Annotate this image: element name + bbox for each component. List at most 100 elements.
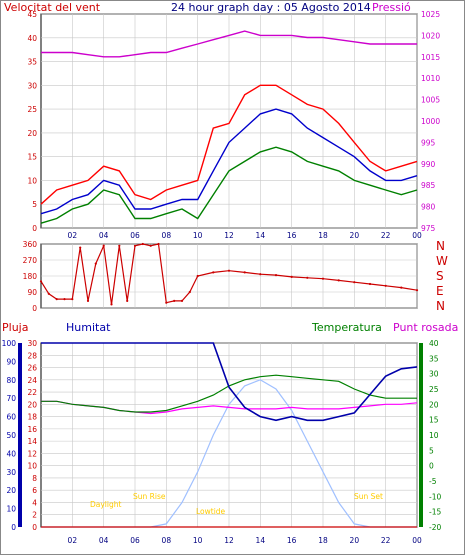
series-layer [39, 30, 419, 528]
sunrise-label: Sun Rise [133, 492, 166, 501]
direction-point [337, 279, 340, 282]
sunset-label: Sun Set [354, 492, 383, 501]
temp-ytick-label: 0 [429, 462, 434, 471]
humidity-ytick-label: 40 [6, 449, 16, 458]
dir-label-w: W [436, 254, 448, 268]
direction-point [180, 299, 184, 302]
temp-ytick-label: 25 [429, 385, 439, 394]
temp-ytick-label: 40 [429, 339, 439, 348]
direction-point [118, 244, 121, 247]
wind-xtick-label: 10 [193, 231, 203, 240]
dir-ytick-label: 360 [23, 240, 38, 249]
pressure-ytick-label: 1005 [421, 96, 440, 105]
rain-ytick-label: 22 [27, 388, 37, 397]
rain-ytick-label: 6 [32, 486, 37, 495]
legend-humidity: Humitat [66, 321, 111, 334]
dir-ytick-label: 270 [23, 256, 38, 265]
climate-xtick-label: 04 [99, 536, 109, 545]
temp-ytick-label: 30 [429, 370, 439, 379]
direction-point [188, 290, 191, 294]
direction-point [133, 244, 137, 247]
direction-point [290, 275, 293, 278]
temp-ytick-label: -5 [429, 477, 437, 486]
climate-xtick-label: 12 [224, 536, 234, 545]
direction-point [55, 298, 58, 301]
climate-xtick-label: 10 [193, 536, 203, 545]
climate-xtick-label: 06 [130, 536, 140, 545]
temp-axis-bar [419, 343, 423, 527]
rain-ytick-label: 18 [27, 413, 37, 422]
tick-labels: 0510152025303540459759809859909951000100… [2, 10, 442, 545]
direction-point [274, 274, 278, 277]
direction-point [173, 299, 176, 302]
pressure-ytick-label: 990 [421, 160, 436, 169]
pressure-ytick-label: 1025 [421, 10, 440, 19]
wind-xtick-label: 02 [68, 231, 78, 240]
pressure-ytick-label: 1015 [421, 53, 440, 62]
pressure-ytick-label: 1000 [421, 117, 440, 126]
daylight-label: Daylight [90, 500, 121, 509]
series-gust-line [40, 84, 418, 205]
dir-label-s: S [436, 269, 444, 283]
dir-ytick-label: 180 [23, 272, 38, 281]
wind-ytick-label: 0 [32, 224, 37, 233]
humidity-ytick-label: 90 [6, 357, 16, 366]
direction-point [71, 298, 74, 301]
rain-ytick-label: 28 [27, 351, 37, 360]
rain-ytick-label: 20 [27, 400, 37, 409]
humidity-axis-bar [18, 343, 22, 527]
rain-ytick-label: 30 [27, 339, 37, 348]
pressure-label: Pressió [372, 1, 411, 14]
series-avg-line [40, 108, 418, 215]
direction-point [63, 298, 66, 301]
wind-xtick-label: 16 [287, 231, 297, 240]
rain-ytick-label: 14 [27, 437, 37, 446]
humidity-ytick-label: 50 [6, 431, 16, 440]
pressure-ytick-label: 980 [421, 203, 436, 212]
wind-xtick-label: 22 [381, 231, 391, 240]
wind-ytick-label: 5 [32, 200, 37, 209]
humidity-ytick-label: 70 [6, 394, 16, 403]
direction-point [353, 281, 356, 284]
wind-xtick-label: 00 [412, 231, 422, 240]
rain-ytick-label: 0 [32, 523, 37, 532]
wind-ytick-label: 45 [27, 10, 37, 19]
climate-xtick-label: 02 [68, 536, 78, 545]
lowtide-label: Lowtide [196, 507, 226, 516]
climate-xtick-label: 22 [381, 536, 391, 545]
dir-label-n-top: N [436, 239, 445, 253]
direction-point [110, 303, 113, 306]
temp-ytick-label: 5 [429, 446, 434, 455]
direction-point [149, 244, 152, 247]
humidity-ytick-label: 10 [6, 505, 16, 514]
wind-xtick-label: 18 [318, 231, 328, 240]
rain-ytick-label: 8 [32, 474, 37, 483]
wind-ytick-label: 35 [27, 58, 37, 67]
pressure-ytick-label: 1010 [421, 74, 440, 83]
pressure-ytick-label: 985 [421, 181, 436, 190]
dir-ytick-label: 0 [32, 304, 37, 313]
temp-ytick-label: 20 [429, 400, 439, 409]
wind-ytick-label: 40 [27, 34, 37, 43]
direction-point [126, 299, 129, 302]
climate-xtick-label: 20 [350, 536, 360, 545]
direction-point [47, 292, 50, 295]
direction-point [86, 299, 90, 302]
series-min-line [40, 146, 418, 224]
temp-ytick-label: -20 [429, 523, 441, 532]
humidity-ytick-label: 30 [6, 468, 16, 477]
wind-xtick-label: 08 [162, 231, 172, 240]
series-humidity-line [41, 342, 418, 422]
humidity-ytick-label: 0 [11, 523, 16, 532]
dir-ytick-label: 90 [27, 288, 37, 297]
wind-xtick-label: 04 [99, 231, 109, 240]
direction-point [227, 269, 231, 272]
direction-point [196, 274, 199, 278]
wind-ytick-label: 30 [27, 81, 37, 90]
direction-point [259, 273, 262, 276]
direction-point [368, 282, 372, 286]
legend-dewpoint: Punt rosada [393, 321, 458, 334]
legend-rain: Pluja [2, 321, 28, 334]
humidity-ytick-label: 100 [2, 339, 17, 348]
